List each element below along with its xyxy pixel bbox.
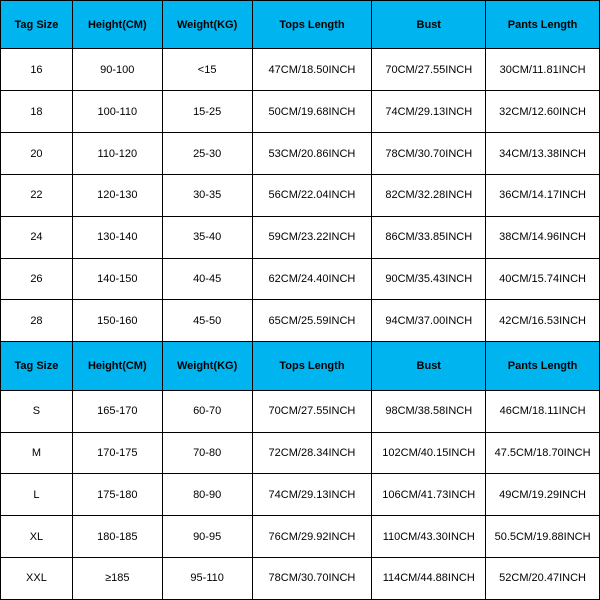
cell: L xyxy=(1,474,73,516)
cell: 53CM/20.86INCH xyxy=(252,133,372,175)
cell: 120-130 xyxy=(72,174,162,216)
cell: 76CM/29.92INCH xyxy=(252,516,372,558)
cell: 86CM/33.85INCH xyxy=(372,216,486,258)
cell: 78CM/30.70INCH xyxy=(252,557,372,599)
cell: 50.5CM/19.88INCH xyxy=(486,516,600,558)
cell: 45-50 xyxy=(162,300,252,342)
table-row: L 175-180 80-90 74CM/29.13INCH 106CM/41.… xyxy=(1,474,600,516)
cell: 74CM/29.13INCH xyxy=(252,474,372,516)
cell: 46CM/18.11INCH xyxy=(486,390,600,432)
col-pants-length: Pants Length xyxy=(486,342,600,390)
cell: 26 xyxy=(1,258,73,300)
cell: 72CM/28.34INCH xyxy=(252,432,372,474)
cell: 36CM/14.17INCH xyxy=(486,174,600,216)
header-row-1: Tag Size Height(CM) Weight(KG) Tops Leng… xyxy=(1,1,600,49)
table-row: 26 140-150 40-45 62CM/24.40INCH 90CM/35.… xyxy=(1,258,600,300)
col-bust: Bust xyxy=(372,342,486,390)
cell: 180-185 xyxy=(72,516,162,558)
col-tag-size: Tag Size xyxy=(1,342,73,390)
cell: 52CM/20.47INCH xyxy=(486,557,600,599)
cell: 62CM/24.40INCH xyxy=(252,258,372,300)
cell: <15 xyxy=(162,49,252,91)
cell: 114CM/44.88INCH xyxy=(372,557,486,599)
cell: 30CM/11.81INCH xyxy=(486,49,600,91)
cell: 175-180 xyxy=(72,474,162,516)
cell: 140-150 xyxy=(72,258,162,300)
table-row: S 165-170 60-70 70CM/27.55INCH 98CM/38.5… xyxy=(1,390,600,432)
cell: 32CM/12.60INCH xyxy=(486,91,600,133)
cell: 40CM/15.74INCH xyxy=(486,258,600,300)
col-weight: Weight(KG) xyxy=(162,1,252,49)
cell: 130-140 xyxy=(72,216,162,258)
table-row: 24 130-140 35-40 59CM/23.22INCH 86CM/33.… xyxy=(1,216,600,258)
cell: 56CM/22.04INCH xyxy=(252,174,372,216)
table-row: 20 110-120 25-30 53CM/20.86INCH 78CM/30.… xyxy=(1,133,600,175)
cell: 170-175 xyxy=(72,432,162,474)
cell: XXL xyxy=(1,557,73,599)
table-row: 16 90-100 <15 47CM/18.50INCH 70CM/27.55I… xyxy=(1,49,600,91)
cell: 102CM/40.15INCH xyxy=(372,432,486,474)
cell: 90-100 xyxy=(72,49,162,91)
cell: 110CM/43.30INCH xyxy=(372,516,486,558)
table-row: XL 180-185 90-95 76CM/29.92INCH 110CM/43… xyxy=(1,516,600,558)
cell: 70-80 xyxy=(162,432,252,474)
table-row: M 170-175 70-80 72CM/28.34INCH 102CM/40.… xyxy=(1,432,600,474)
cell: 49CM/19.29INCH xyxy=(486,474,600,516)
cell: 40-45 xyxy=(162,258,252,300)
cell: 110-120 xyxy=(72,133,162,175)
cell: 80-90 xyxy=(162,474,252,516)
cell: 95-110 xyxy=(162,557,252,599)
size-chart-table: Tag Size Height(CM) Weight(KG) Tops Leng… xyxy=(0,0,600,600)
cell: 70CM/27.55INCH xyxy=(252,390,372,432)
col-bust: Bust xyxy=(372,1,486,49)
cell: 47CM/18.50INCH xyxy=(252,49,372,91)
cell: S xyxy=(1,390,73,432)
cell: 59CM/23.22INCH xyxy=(252,216,372,258)
col-tag-size: Tag Size xyxy=(1,1,73,49)
cell: 16 xyxy=(1,49,73,91)
cell: 35-40 xyxy=(162,216,252,258)
cell: 90CM/35.43INCH xyxy=(372,258,486,300)
cell: 47.5CM/18.70INCH xyxy=(486,432,600,474)
cell: 22 xyxy=(1,174,73,216)
col-weight: Weight(KG) xyxy=(162,342,252,390)
cell: M xyxy=(1,432,73,474)
col-tops-length: Tops Length xyxy=(252,342,372,390)
col-height: Height(CM) xyxy=(72,342,162,390)
cell: 42CM/16.53INCH xyxy=(486,300,600,342)
col-height: Height(CM) xyxy=(72,1,162,49)
cell: XL xyxy=(1,516,73,558)
cell: 98CM/38.58INCH xyxy=(372,390,486,432)
header-row-2: Tag Size Height(CM) Weight(KG) Tops Leng… xyxy=(1,342,600,390)
cell: 70CM/27.55INCH xyxy=(372,49,486,91)
cell: 20 xyxy=(1,133,73,175)
cell: 15-25 xyxy=(162,91,252,133)
col-pants-length: Pants Length xyxy=(486,1,600,49)
cell: 78CM/30.70INCH xyxy=(372,133,486,175)
cell: 150-160 xyxy=(72,300,162,342)
cell: 165-170 xyxy=(72,390,162,432)
cell: 34CM/13.38INCH xyxy=(486,133,600,175)
table-row: XXL ≥185 95-110 78CM/30.70INCH 114CM/44.… xyxy=(1,557,600,599)
cell: 74CM/29.13INCH xyxy=(372,91,486,133)
cell: 50CM/19.68INCH xyxy=(252,91,372,133)
cell: 90-95 xyxy=(162,516,252,558)
table-row: 18 100-110 15-25 50CM/19.68INCH 74CM/29.… xyxy=(1,91,600,133)
cell: 18 xyxy=(1,91,73,133)
cell: 65CM/25.59INCH xyxy=(252,300,372,342)
cell: 60-70 xyxy=(162,390,252,432)
cell: 38CM/14.96INCH xyxy=(486,216,600,258)
cell: 24 xyxy=(1,216,73,258)
table-row: 22 120-130 30-35 56CM/22.04INCH 82CM/32.… xyxy=(1,174,600,216)
cell: 30-35 xyxy=(162,174,252,216)
cell: ≥185 xyxy=(72,557,162,599)
cell: 25-30 xyxy=(162,133,252,175)
cell: 100-110 xyxy=(72,91,162,133)
cell: 94CM/37.00INCH xyxy=(372,300,486,342)
cell: 28 xyxy=(1,300,73,342)
table-row: 28 150-160 45-50 65CM/25.59INCH 94CM/37.… xyxy=(1,300,600,342)
col-tops-length: Tops Length xyxy=(252,1,372,49)
cell: 82CM/32.28INCH xyxy=(372,174,486,216)
cell: 106CM/41.73INCH xyxy=(372,474,486,516)
